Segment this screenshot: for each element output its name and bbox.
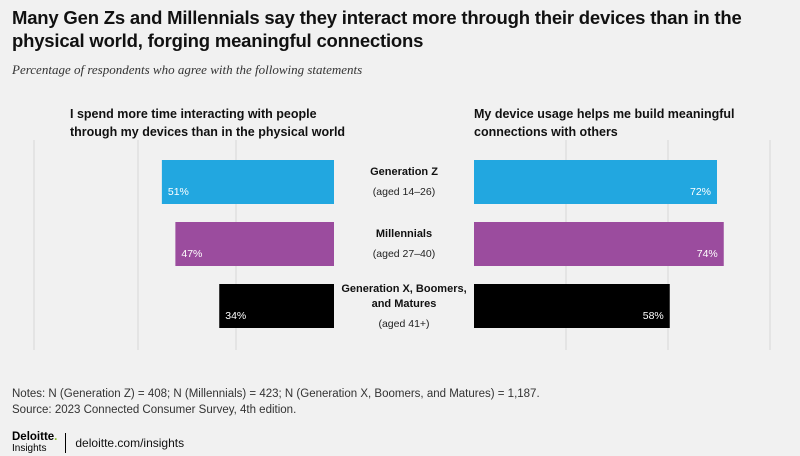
left-value-label-0: 51% [168,186,189,198]
source-note: Source: 2023 Connected Consumer Survey, … [12,404,297,416]
sample-size-note: Notes: N (Generation Z) = 408; N (Millen… [12,388,540,400]
right-value-label-0: 72% [690,186,711,198]
right-bar-0 [474,160,717,204]
right-panel-heading: My device usage helps me build meaningfu… [474,107,735,139]
category-name-2: Generation X, Boomers, and Matures [341,283,466,310]
chart-notes: Notes: N (Generation Z) = 408; N (Millen… [12,386,540,418]
left-bar-1 [175,222,334,266]
right-bar-1 [474,222,724,266]
category-age-0: (aged 14–26) [373,186,435,198]
footer-website-link[interactable]: deloitte.com/insights [75,436,185,450]
logo-subtitle: Insights [12,443,47,454]
deloitte-insights-logo: Deloitte. Insights [12,431,58,454]
category-name-0: Generation Z [370,166,438,178]
left-panel-heading: I spend more time interacting with peopl… [70,107,346,139]
right-value-label-2: 58% [643,310,664,322]
footer: Deloitte. Insights deloitte.com/insights [12,430,184,456]
right-bar-2 [474,284,670,328]
left-value-label-2: 34% [225,310,246,322]
logo-wordmark: Deloitte [12,431,55,443]
category-age-2: (aged 41+) [378,318,429,330]
chart-subtitle: Percentage of respondents who agree with… [12,62,363,77]
logo-dot: . [54,431,58,443]
category-age-1: (aged 27–40) [373,248,435,260]
chart-title: Many Gen Zs and Millennials say they int… [12,7,742,51]
left-bar-2 [219,284,334,328]
left-bar-0 [161,160,334,204]
right-value-label-1: 74% [697,248,718,260]
footer-divider [65,433,67,453]
butterfly-bar-chart: 51% 72% Generation Z (aged 14–26) 47% 74% Mill… [33,140,771,350]
left-value-label-1: 47% [181,248,202,260]
category-name-1: Millennials [376,228,432,240]
